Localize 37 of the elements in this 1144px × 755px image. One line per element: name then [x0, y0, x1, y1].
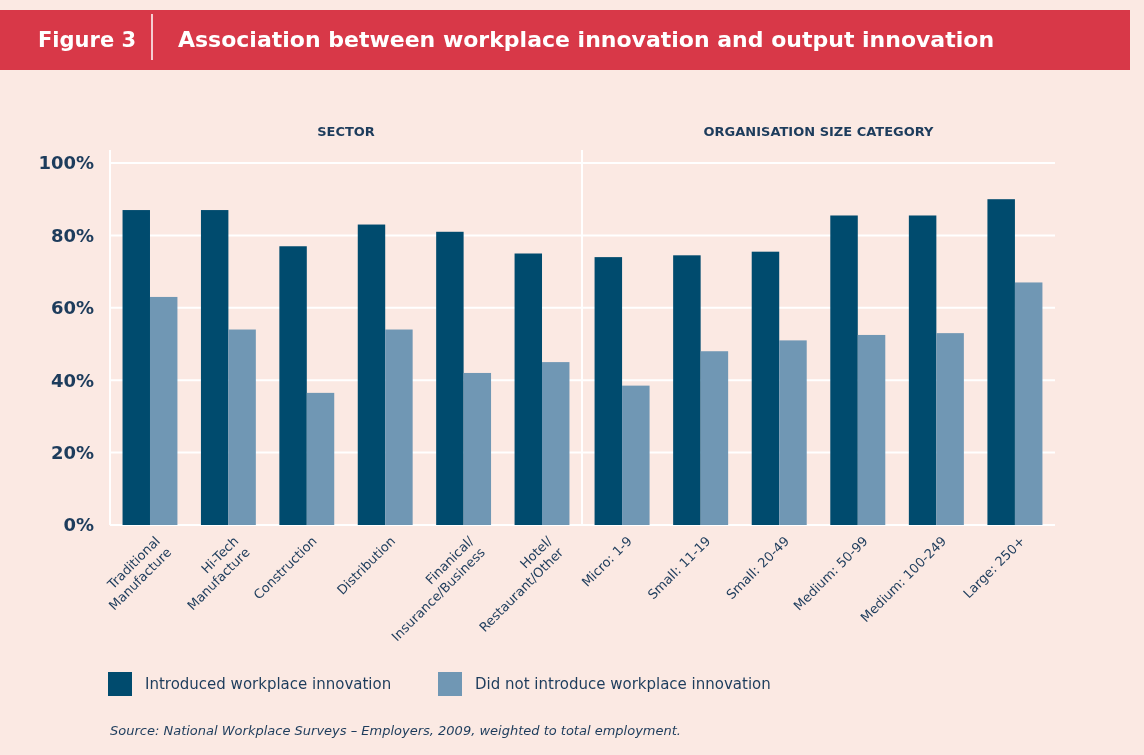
bar	[436, 231, 464, 525]
bar	[700, 351, 729, 525]
bar	[673, 255, 701, 525]
bar	[385, 329, 413, 525]
source-note: Source: National Workplace Surveys – Employers, 2009, weighted to total employment.	[110, 723, 681, 738]
y-tick-label: 20%	[50, 441, 94, 463]
caption: Figure 3	[38, 28, 137, 52]
bar	[542, 362, 570, 525]
bar	[594, 257, 623, 525]
y-tick-label: 40%	[50, 369, 94, 391]
bar	[779, 340, 807, 525]
bar	[149, 296, 178, 525]
bar	[357, 224, 386, 525]
bar	[200, 210, 229, 525]
bar	[830, 215, 858, 525]
bar	[908, 215, 937, 525]
chart-subtitle: SECTOR	[317, 124, 375, 139]
bar	[279, 246, 307, 525]
bar	[936, 333, 964, 525]
bar	[857, 334, 886, 525]
bar	[751, 251, 780, 525]
bar	[622, 385, 650, 525]
y-tick-label: 0%	[63, 514, 94, 536]
legend-label: Introduced workplace innovation	[145, 675, 392, 694]
bar	[306, 392, 335, 525]
bar	[987, 199, 1015, 525]
bar	[514, 253, 543, 525]
y-tick-label: 60%	[50, 297, 94, 319]
y-tick-label: 100%	[38, 152, 94, 174]
legend-label: Did not introduce workplace innovation	[475, 675, 771, 694]
bar	[463, 372, 492, 525]
bar	[122, 210, 150, 525]
chart-subtitle: ORGANISATION SIZE CATEGORY	[703, 124, 935, 139]
bar	[228, 329, 256, 525]
y-tick-label: 80%	[50, 224, 94, 246]
chart-title: Association between workplace innovation and output innovation	[178, 27, 995, 52]
bar	[1014, 282, 1043, 525]
